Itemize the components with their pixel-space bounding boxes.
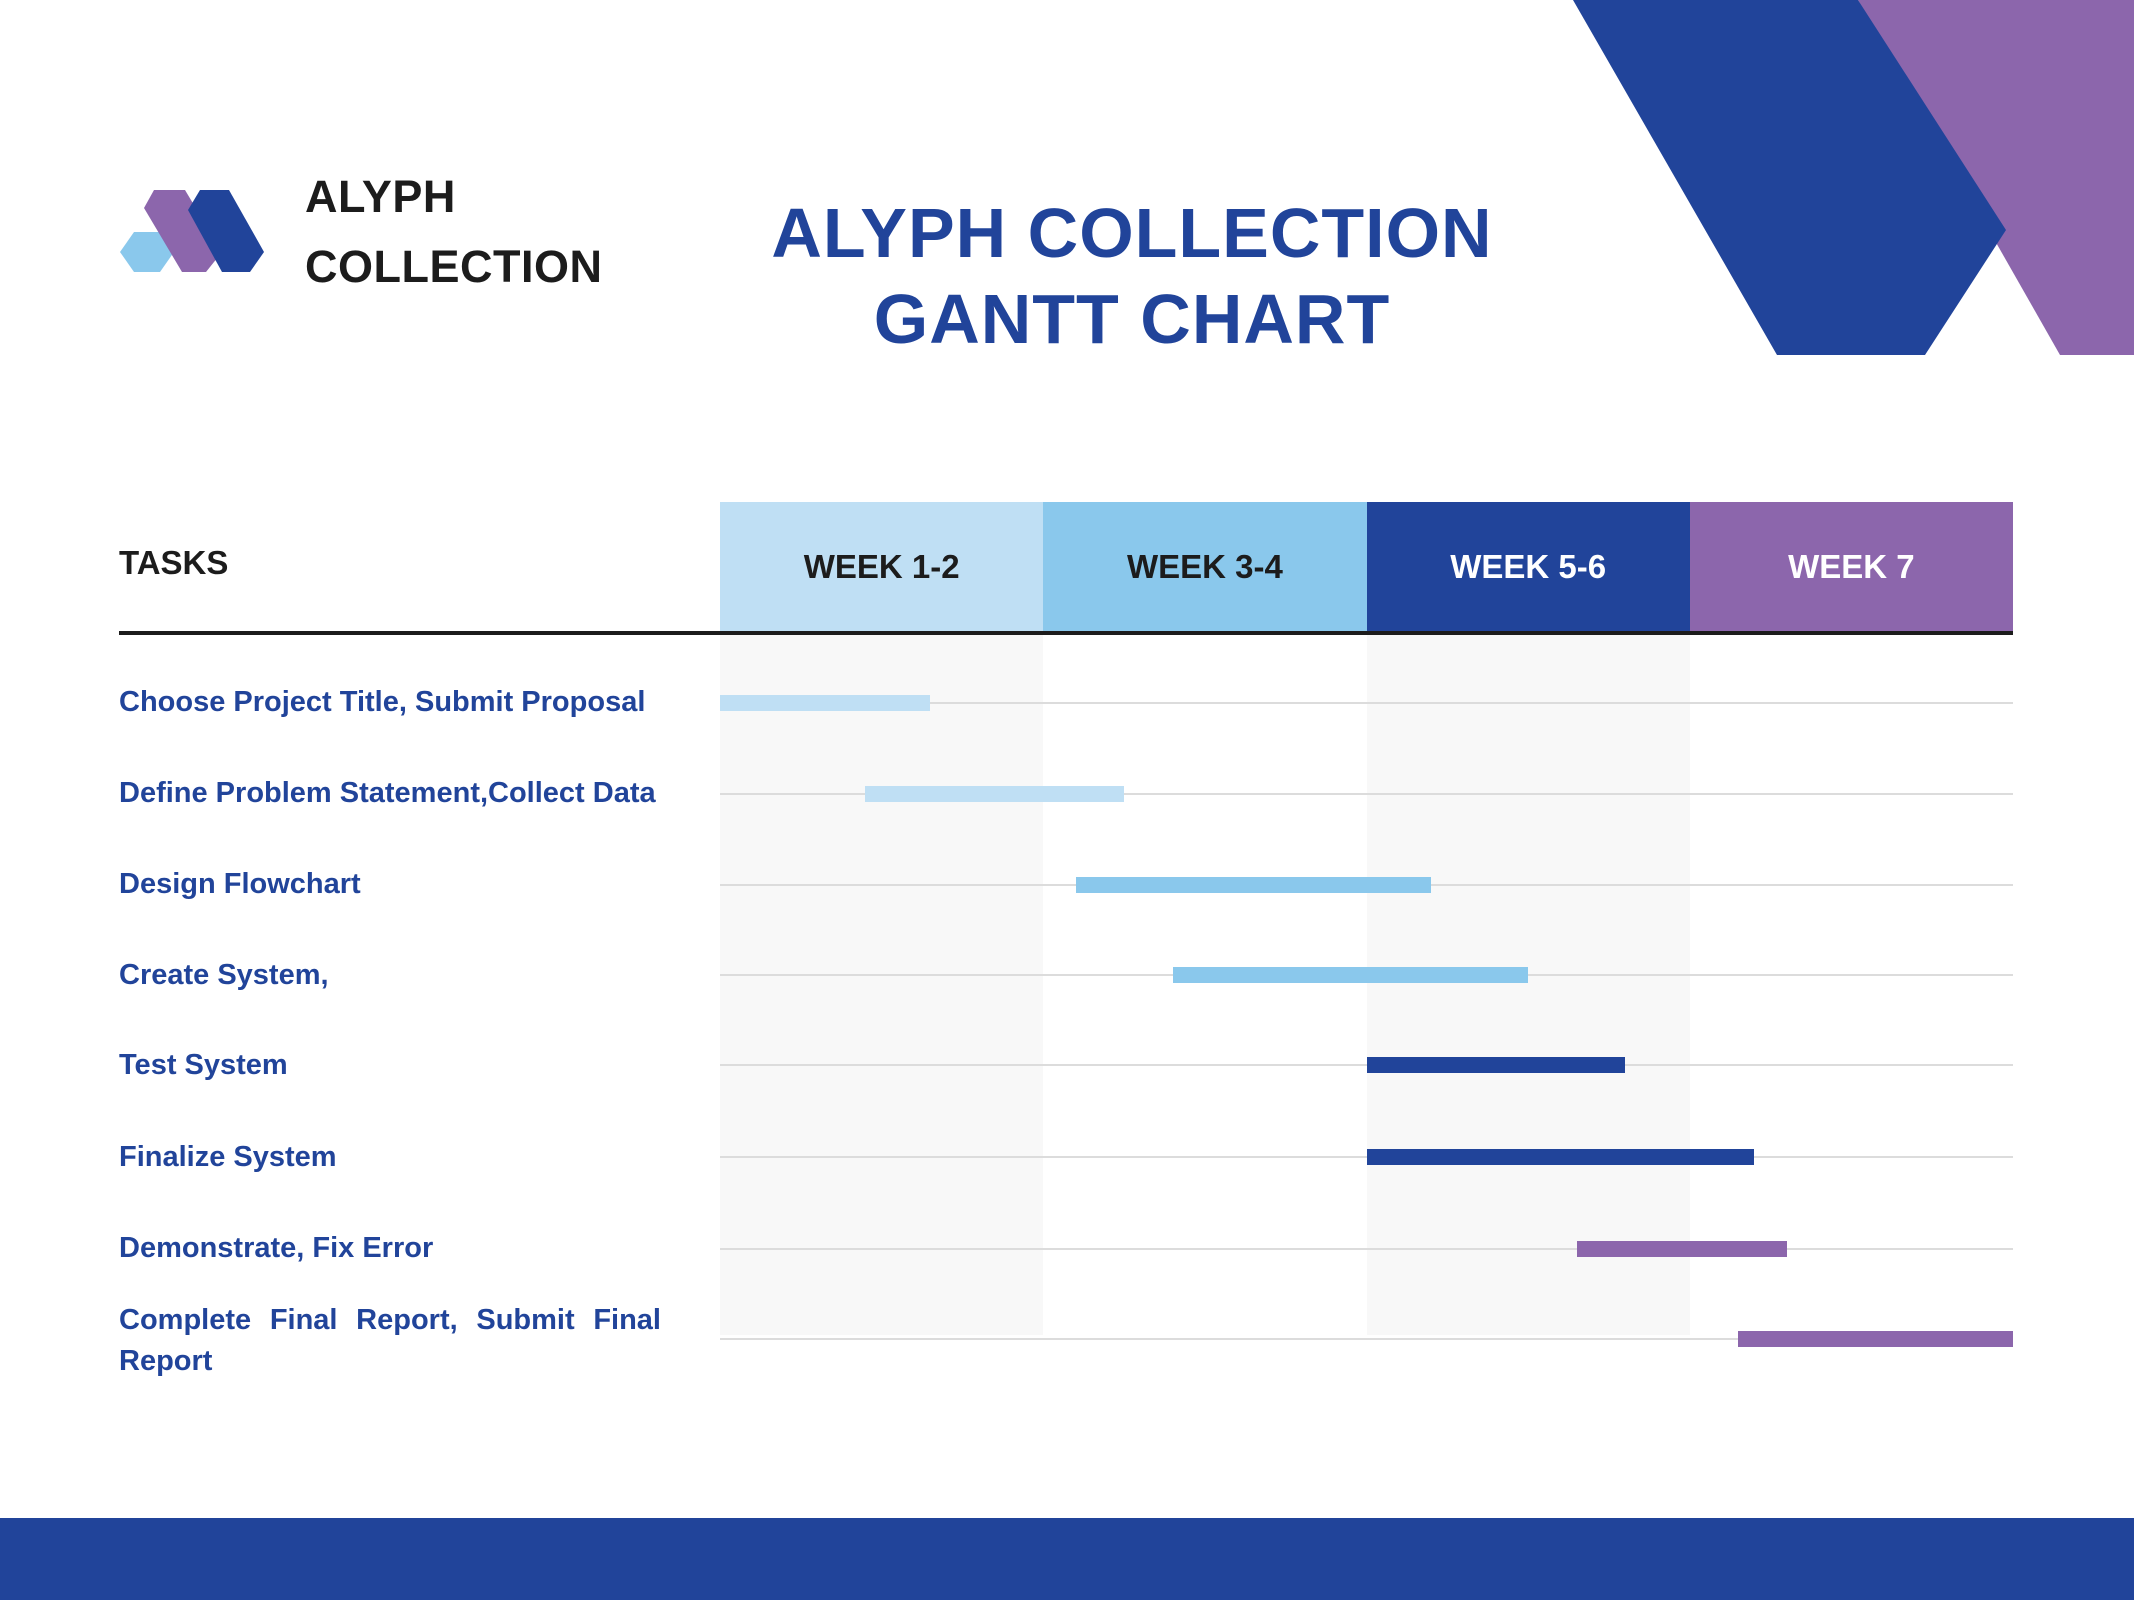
brand-name: ALYPH COLLECTION [305, 171, 603, 292]
tasks-column-header: TASKS [119, 544, 229, 581]
task-bar [1366, 1149, 1755, 1165]
task-label: Finalize System [119, 1141, 337, 1173]
page-title: ALYPH COLLECTION GANTT CHART [771, 194, 1493, 358]
logo-light-hexagon [120, 232, 174, 272]
column-shade [1366, 635, 1690, 1335]
task-row-line [720, 1338, 2013, 1340]
footer-band [0, 1518, 2134, 1600]
task-row-line [720, 793, 2013, 795]
week-header-1: WEEK 1-2 [720, 502, 1044, 632]
task-bar [865, 786, 1125, 802]
task-label: Design Flowchart [119, 868, 361, 900]
task-bar [1075, 877, 1432, 893]
task-label: Define Problem Statement,Collect Data [119, 777, 656, 809]
week-header-4: WEEK 7 [1689, 502, 2013, 632]
task-bar [720, 695, 931, 711]
week-header-3: WEEK 5-6 [1366, 502, 1690, 632]
task-bar [1738, 1331, 2013, 1347]
task-bar [1172, 967, 1529, 983]
header-divider [119, 631, 2013, 635]
week-header-2: WEEK 3-4 [1043, 502, 1367, 632]
task-bar [1576, 1241, 1787, 1257]
task-row-line [720, 702, 2013, 704]
task-label: Test System [119, 1049, 288, 1081]
column-shade [720, 635, 1044, 1335]
task-label: Complete Final Report, Submit Final Repo… [119, 1304, 661, 1377]
brand-logo-icon [120, 190, 264, 272]
task-row-line [720, 1248, 2013, 1250]
task-label: Demonstrate, Fix Error [119, 1232, 434, 1264]
logo-blue-chevron [188, 190, 264, 272]
corner-purple-stripe [1858, 0, 2134, 355]
logo-purple-chevron [144, 190, 222, 272]
task-label: Choose Project Title, Submit Proposal [119, 686, 646, 718]
corner-blue-stripe [1573, 0, 2006, 355]
task-bar [1366, 1057, 1626, 1073]
task-label: Create System, [119, 959, 329, 991]
